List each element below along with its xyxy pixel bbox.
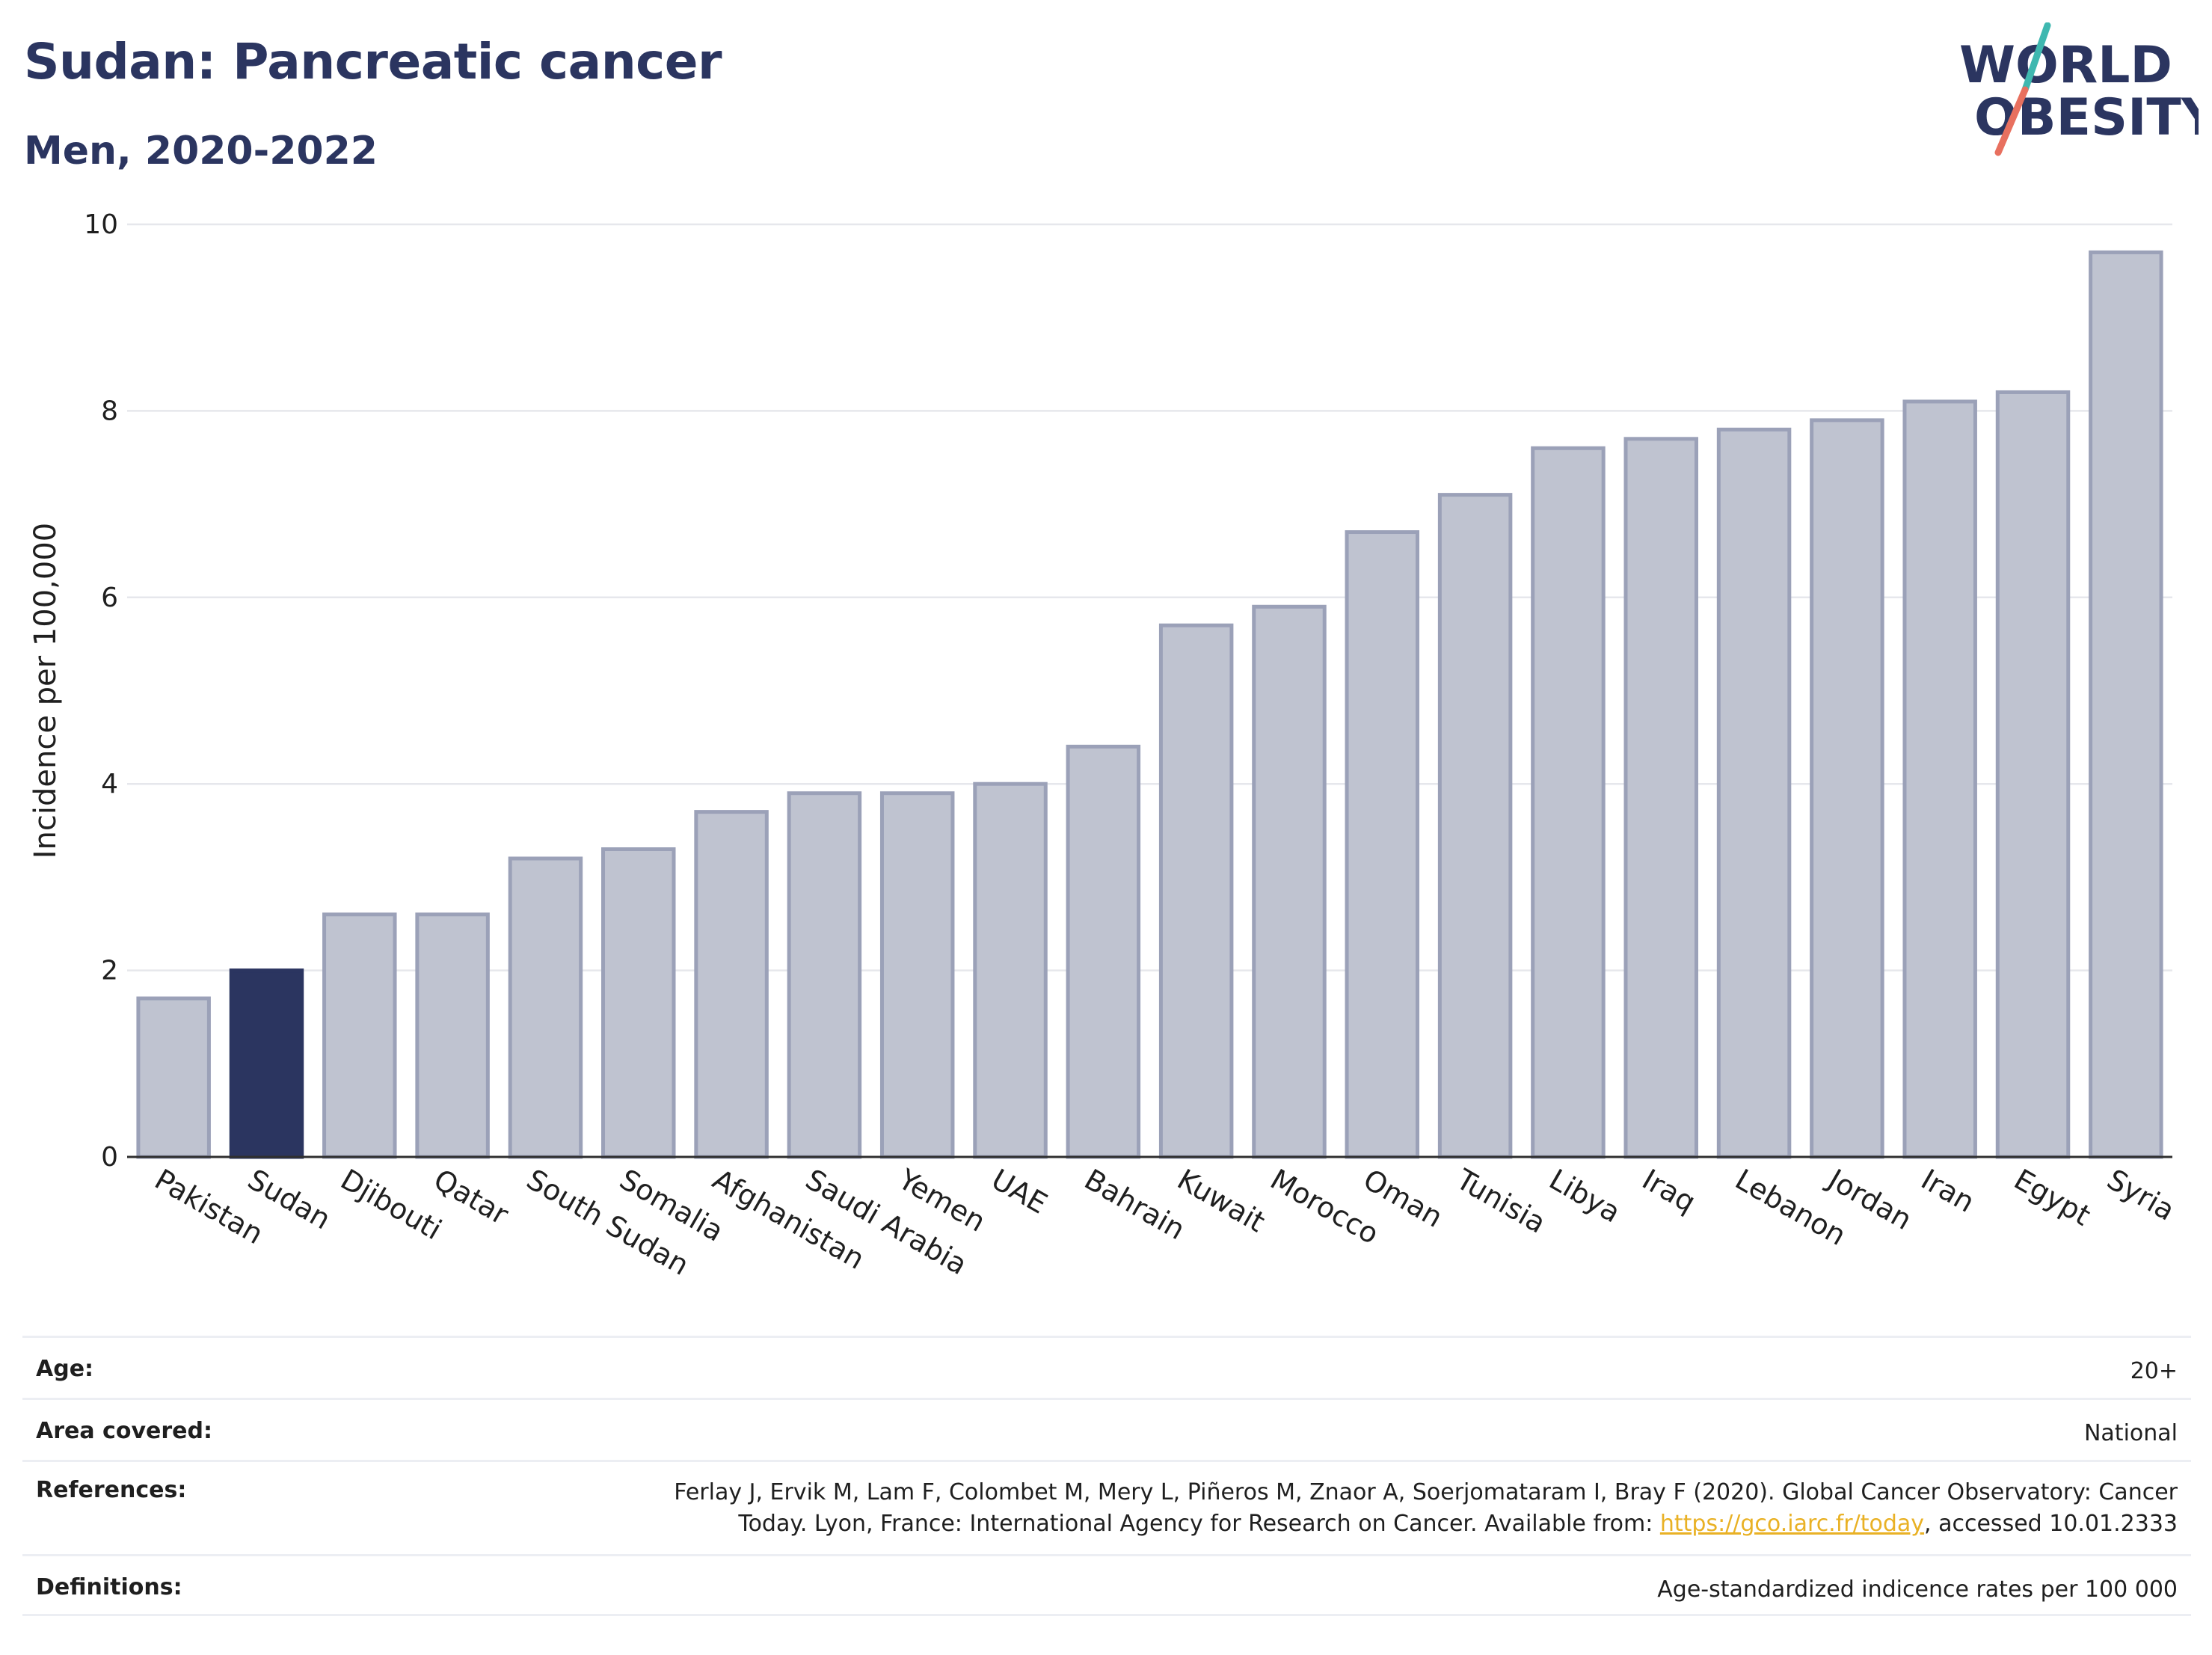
definitions-label: Definitions:: [36, 1574, 182, 1600]
y-tick-label: 0: [101, 1142, 118, 1173]
x-tick-label: UAE: [986, 1163, 1053, 1220]
x-tick-label: Iraq: [1637, 1163, 1701, 1219]
logo-slash-coral: [1994, 86, 2029, 156]
x-tick-label: Iran: [1916, 1163, 1980, 1219]
references-link[interactable]: https://gco.iarc.fr/today: [1659, 1511, 1925, 1537]
bar-sudan: [229, 968, 304, 1159]
bar-morocco: [1252, 604, 1327, 1159]
area-value: National: [2083, 1420, 2178, 1446]
age-value: 20+: [2130, 1358, 2178, 1384]
logo-word-obesity: OBESITY: [1974, 88, 2199, 147]
bar-afghanistan: [694, 810, 769, 1159]
x-tick-label: Djibouti: [335, 1163, 447, 1247]
x-tick-label: Tunisia: [1450, 1162, 1551, 1240]
y-tick-label: 10: [84, 209, 118, 240]
metadata-table: Age: 20+ Area covered: National Referenc…: [22, 1336, 2191, 1616]
chart-subtitle: Men, 2020-2022: [24, 129, 378, 174]
meta-row-age: Age: 20+: [22, 1336, 2191, 1398]
y-axis-title: Incidence per 100,000: [28, 523, 63, 859]
bar-jordan: [1810, 418, 1884, 1159]
bar-libya: [1531, 446, 1606, 1159]
references-text-3: , accessed 10.01.2333: [1924, 1511, 2178, 1537]
area-label: Area covered:: [36, 1418, 212, 1444]
world-obesity-logo: WORLD OBESITY: [1959, 22, 2199, 156]
bar-pakistan: [136, 996, 211, 1159]
references-label: References:: [36, 1477, 187, 1503]
y-tick-label: 2: [101, 956, 118, 986]
chart-title: Sudan: Pancreatic cancer: [24, 33, 722, 90]
bar-yemen: [879, 791, 955, 1159]
logo-slash-teal: [2021, 22, 2051, 93]
references-text-2: Today. Lyon, France: International Agenc…: [738, 1511, 1660, 1537]
bar-syria: [2089, 250, 2163, 1159]
references-value: Ferlay J, Ervik M, Lam F, Colombet M, Me…: [674, 1477, 2178, 1540]
y-tick-label: 4: [101, 769, 118, 799]
bar-qatar: [415, 912, 490, 1159]
bar-lebanon: [1716, 427, 1792, 1159]
bar-djibouti: [322, 912, 397, 1159]
x-tick-label: Bahrain: [1079, 1163, 1191, 1247]
bar-saudi-arabia: [787, 791, 862, 1159]
x-tick-label: Libya: [1543, 1163, 1626, 1229]
bar-oman: [1345, 530, 1420, 1159]
definitions-value: Age-standardized indicence rates per 100…: [1657, 1576, 2178, 1603]
meta-row-area: Area covered: National: [22, 1398, 2191, 1460]
x-tick-label: Syria: [2101, 1163, 2180, 1227]
bar-bahrain: [1066, 744, 1141, 1159]
bar-tunisia: [1437, 493, 1513, 1159]
references-text-1: Ferlay J, Ervik M, Lam F, Colombet M, Me…: [674, 1479, 2178, 1505]
bar-kuwait: [1158, 623, 1234, 1159]
y-tick-label: 8: [101, 396, 118, 426]
logo-word-world: WORLD: [1959, 36, 2172, 95]
bar-iraq: [1623, 437, 1698, 1159]
meta-row-definitions: Definitions: Age-standardized indicence …: [22, 1554, 2191, 1616]
bar-uae: [973, 782, 1048, 1159]
y-tick-label: 6: [101, 583, 118, 613]
age-label: Age:: [36, 1356, 94, 1382]
meta-row-references: References: Ferlay J, Ervik M, Lam F, Co…: [22, 1460, 2191, 1554]
bar-somalia: [601, 847, 676, 1159]
x-tick-label: Egypt: [2009, 1163, 2096, 1232]
x-tick-label: Kuwait: [1172, 1163, 1271, 1239]
bar-iran: [1902, 399, 1977, 1159]
bar-south-sudan: [508, 856, 583, 1159]
bar-egypt: [1995, 390, 2071, 1159]
